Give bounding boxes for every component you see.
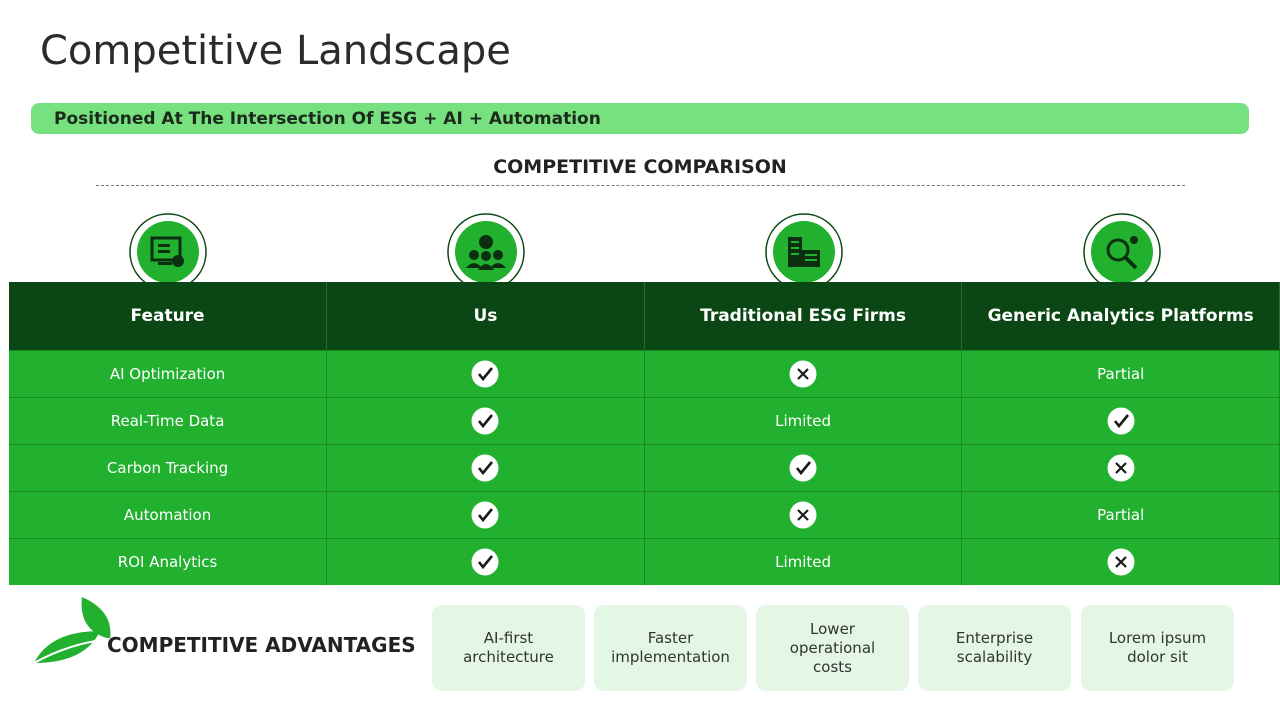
status-cell: [326, 491, 645, 539]
advantage-card: Lower operational costs: [756, 605, 909, 691]
column-icons: [129, 213, 1161, 291]
icon: [447, 213, 525, 291]
header-cell: Traditional ESG Firms: [644, 282, 963, 351]
status-cell: [644, 350, 963, 398]
cross-icon: [1107, 548, 1135, 576]
header-cell: Feature: [9, 282, 328, 351]
check-icon: [471, 407, 499, 435]
check-icon: [471, 501, 499, 529]
section-title: COMPETITIVE COMPARISON: [493, 156, 787, 178]
text-cell: Limited: [644, 397, 963, 445]
header-cell: Us: [326, 282, 645, 351]
header-cell: Generic Analytics Platforms: [961, 282, 1280, 351]
table-row: AI Optimization Partial: [9, 350, 1280, 398]
icon: [129, 213, 207, 291]
feature-cell: Automation: [9, 491, 328, 539]
cross-icon: [1107, 454, 1135, 482]
advantage-card: Lorem ipsum dolor sit: [1081, 605, 1234, 691]
check-icon: [1107, 407, 1135, 435]
icon: [1083, 213, 1161, 291]
status-cell: [326, 444, 645, 492]
comparison-table: Feature Us Traditional ESG Firms Generic An…: [9, 282, 1280, 585]
status-cell: [644, 444, 963, 492]
table-row: Carbon Tracking: [9, 444, 1280, 492]
text-cell: Partial: [961, 350, 1280, 398]
leaf-icon: [33, 597, 111, 664]
banner: Positioned At The Intersection Of ESG + …: [31, 103, 1249, 134]
feature-cell: AI Optimization: [9, 350, 328, 398]
advantage-card: Faster implementation: [594, 605, 747, 691]
check-icon: [471, 360, 499, 388]
feature-cell: Carbon Tracking: [9, 444, 328, 492]
divider: [96, 185, 1185, 186]
advantages-title: COMPETITIVE ADVANTAGES: [107, 633, 416, 657]
header-row: Feature Us Traditional ESG Firms Generic An…: [9, 282, 1280, 351]
check-icon: [471, 454, 499, 482]
status-cell: [961, 444, 1280, 492]
check-icon: [789, 454, 817, 482]
banner-text: Positioned At The Intersection Of ESG + …: [54, 109, 601, 129]
table-row: Real-Time Data Limited: [9, 397, 1280, 445]
feature-cell: Real-Time Data: [9, 397, 328, 445]
status-cell: [644, 491, 963, 539]
table-row: Automation Partial: [9, 491, 1280, 539]
status-cell: [961, 397, 1280, 445]
status-cell: [326, 397, 645, 445]
table-row: ROI Analytics Limited: [9, 538, 1280, 585]
status-cell: [326, 538, 645, 585]
title: Competitive Landscape: [40, 28, 511, 74]
advantage-card: AI-first architecture: [432, 605, 585, 691]
text-cell: Partial: [961, 491, 1280, 539]
advantage-card: Enterprise scalability: [918, 605, 1071, 691]
status-cell: [961, 538, 1280, 585]
status-cell: [326, 350, 645, 398]
cross-icon: [789, 501, 817, 529]
icon: [765, 213, 843, 291]
cross-icon: [789, 360, 817, 388]
check-icon: [471, 548, 499, 576]
feature-cell: ROI Analytics: [9, 538, 328, 585]
text-cell: Limited: [644, 538, 963, 585]
